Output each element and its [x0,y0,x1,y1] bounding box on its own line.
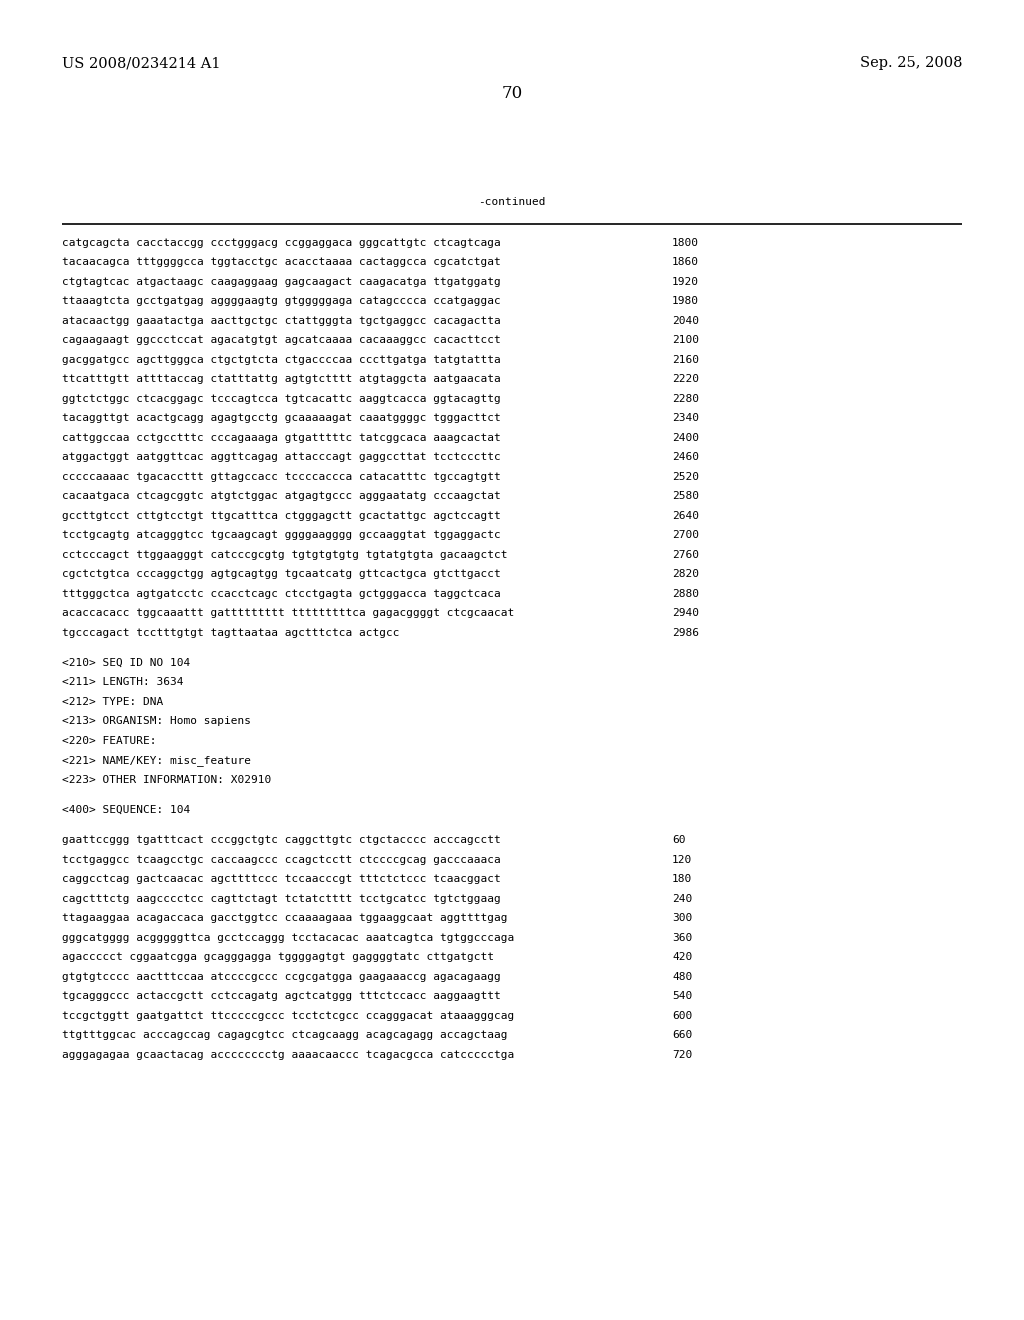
Text: gacggatgcc agcttgggca ctgctgtcta ctgaccccaa cccttgatga tatgtattta: gacggatgcc agcttgggca ctgctgtcta ctgaccc… [62,355,501,364]
Text: 2986: 2986 [672,627,699,638]
Text: 2520: 2520 [672,471,699,482]
Text: 1920: 1920 [672,277,699,286]
Text: 2040: 2040 [672,315,699,326]
Text: -continued: -continued [478,197,546,207]
Text: <213> ORGANISM: Homo sapiens: <213> ORGANISM: Homo sapiens [62,717,251,726]
Text: gggcatgggg acgggggttca gcctccaggg tcctacacac aaatcagtca tgtggcccaga: gggcatgggg acgggggttca gcctccaggg tcctac… [62,933,514,942]
Text: 2880: 2880 [672,589,699,598]
Text: 240: 240 [672,894,692,904]
Text: cattggccaa cctgcctttc cccagaaaga gtgatttttc tatcggcaca aaagcactat: cattggccaa cctgcctttc cccagaaaga gtgattt… [62,433,501,442]
Text: gccttgtcct cttgtcctgt ttgcatttca ctgggagctt gcactattgc agctccagtt: gccttgtcct cttgtcctgt ttgcatttca ctgggag… [62,511,501,520]
Text: 70: 70 [502,86,522,102]
Text: <220> FEATURE:: <220> FEATURE: [62,735,157,746]
Text: 2820: 2820 [672,569,699,579]
Text: tgcccagact tcctttgtgt tagttaataa agctttctca actgcc: tgcccagact tcctttgtgt tagttaataa agctttc… [62,627,399,638]
Text: 480: 480 [672,972,692,982]
Text: gtgtgtcccc aactttccaa atccccgccc ccgcgatgga gaagaaaccg agacagaagg: gtgtgtcccc aactttccaa atccccgccc ccgcgat… [62,972,501,982]
Text: 600: 600 [672,1011,692,1020]
Text: 300: 300 [672,913,692,923]
Text: tacaacagca tttggggcca tggtacctgc acacctaaaa cactaggcca cgcatctgat: tacaacagca tttggggcca tggtacctgc acaccta… [62,257,501,267]
Text: catgcagcta cacctaccgg ccctgggacg ccggaggaca gggcattgtc ctcagtcaga: catgcagcta cacctaccgg ccctgggacg ccggagg… [62,238,501,248]
Text: 660: 660 [672,1031,692,1040]
Text: US 2008/0234214 A1: US 2008/0234214 A1 [62,57,220,70]
Text: <211> LENGTH: 3634: <211> LENGTH: 3634 [62,677,183,688]
Text: Sep. 25, 2008: Sep. 25, 2008 [859,57,962,70]
Text: 360: 360 [672,933,692,942]
Text: cgctctgtca cccaggctgg agtgcagtgg tgcaatcatg gttcactgca gtcttgacct: cgctctgtca cccaggctgg agtgcagtgg tgcaatc… [62,569,501,579]
Text: ggtctctggc ctcacggagc tcccagtcca tgtcacattc aaggtcacca ggtacagttg: ggtctctggc ctcacggagc tcccagtcca tgtcaca… [62,393,501,404]
Text: 2160: 2160 [672,355,699,364]
Text: tacaggttgt acactgcagg agagtgcctg gcaaaaagat caaatggggc tgggacttct: tacaggttgt acactgcagg agagtgcctg gcaaaaa… [62,413,501,424]
Text: caggcctcag gactcaacac agcttttccc tccaacccgt tttctctccc tcaacggact: caggcctcag gactcaacac agcttttccc tccaacc… [62,874,501,884]
Text: 2340: 2340 [672,413,699,424]
Text: 2580: 2580 [672,491,699,502]
Text: atacaactgg gaaatactga aacttgctgc ctattgggta tgctgaggcc cacagactta: atacaactgg gaaatactga aacttgctgc ctattgg… [62,315,501,326]
Text: <221> NAME/KEY: misc_feature: <221> NAME/KEY: misc_feature [62,755,251,766]
Text: ctgtagtcac atgactaagc caagaggaag gagcaagact caagacatga ttgatggatg: ctgtagtcac atgactaagc caagaggaag gagcaag… [62,277,501,286]
Text: ttcatttgtt attttaccag ctatttattg agtgtctttt atgtaggcta aatgaacata: ttcatttgtt attttaccag ctatttattg agtgtct… [62,374,501,384]
Text: gaattccggg tgatttcact cccggctgtc caggcttgtc ctgctacccc acccagcctt: gaattccggg tgatttcact cccggctgtc caggctt… [62,836,501,845]
Text: 180: 180 [672,874,692,884]
Text: 60: 60 [672,836,685,845]
Text: cagaagaagt ggccctccat agacatgtgt agcatcaaaa cacaaaggcc cacacttcct: cagaagaagt ggccctccat agacatgtgt agcatca… [62,335,501,345]
Text: 2700: 2700 [672,531,699,540]
Text: atggactggt aatggttcac aggttcagag attacccagt gaggccttat tcctcccttc: atggactggt aatggttcac aggttcagag attaccc… [62,453,501,462]
Text: 420: 420 [672,952,692,962]
Text: 1980: 1980 [672,296,699,306]
Text: ttgtttggcac acccagccag cagagcgtcc ctcagcaagg acagcagagg accagctaag: ttgtttggcac acccagccag cagagcgtcc ctcagc… [62,1031,508,1040]
Text: tcctgaggcc tcaagcctgc caccaagccc ccagctcctt ctccccgcag gacccaaaca: tcctgaggcc tcaagcctgc caccaagccc ccagctc… [62,855,501,865]
Text: 1800: 1800 [672,238,699,248]
Text: 2220: 2220 [672,374,699,384]
Text: 120: 120 [672,855,692,865]
Text: tgcagggccc actaccgctt cctccagatg agctcatggg tttctccacc aaggaagttt: tgcagggccc actaccgctt cctccagatg agctcat… [62,991,501,1002]
Text: ttagaaggaa acagaccaca gacctggtcc ccaaaagaaa tggaaggcaat aggttttgag: ttagaaggaa acagaccaca gacctggtcc ccaaaag… [62,913,508,923]
Text: 2460: 2460 [672,453,699,462]
Text: 540: 540 [672,991,692,1002]
Text: agggagagaa gcaactacag acccccccctg aaaacaaccc tcagacgcca catccccctga: agggagagaa gcaactacag acccccccctg aaaaca… [62,1049,514,1060]
Text: 2940: 2940 [672,609,699,618]
Text: agaccccct cggaatcgga gcagggagga tggggagtgt gaggggtatc cttgatgctt: agaccccct cggaatcgga gcagggagga tggggagt… [62,952,494,962]
Text: 1860: 1860 [672,257,699,267]
Text: <210> SEQ ID NO 104: <210> SEQ ID NO 104 [62,657,190,668]
Text: acaccacacc tggcaaattt gattttttttt tttttttttca gagacggggt ctcgcaacat: acaccacacc tggcaaattt gattttttttt tttttt… [62,609,514,618]
Text: cagctttctg aagcccctcc cagttctagt tctatctttt tcctgcatcc tgtctggaag: cagctttctg aagcccctcc cagttctagt tctatct… [62,894,501,904]
Text: 720: 720 [672,1049,692,1060]
Text: 2100: 2100 [672,335,699,345]
Text: 2640: 2640 [672,511,699,520]
Text: tccgctggtt gaatgattct ttcccccgccc tcctctcgcc ccagggacat ataaagggcag: tccgctggtt gaatgattct ttcccccgccc tcctct… [62,1011,514,1020]
Text: <223> OTHER INFORMATION: X02910: <223> OTHER INFORMATION: X02910 [62,775,271,785]
Text: cctcccagct ttggaagggt catcccgcgtg tgtgtgtgtg tgtatgtgta gacaagctct: cctcccagct ttggaagggt catcccgcgtg tgtgtg… [62,549,508,560]
Text: cccccaaaac tgacaccttt gttagccacc tccccaccca catacatttc tgccagtgtt: cccccaaaac tgacaccttt gttagccacc tccccac… [62,471,501,482]
Text: <400> SEQUENCE: 104: <400> SEQUENCE: 104 [62,805,190,814]
Text: 2400: 2400 [672,433,699,442]
Text: tttgggctca agtgatcctc ccacctcagc ctcctgagta gctgggacca taggctcaca: tttgggctca agtgatcctc ccacctcagc ctcctga… [62,589,501,598]
Text: 2760: 2760 [672,549,699,560]
Text: <212> TYPE: DNA: <212> TYPE: DNA [62,697,163,706]
Text: ttaaagtcta gcctgatgag aggggaagtg gtgggggaga catagcccca ccatgaggac: ttaaagtcta gcctgatgag aggggaagtg gtggggg… [62,296,501,306]
Text: tcctgcagtg atcagggtcc tgcaagcagt ggggaagggg gccaaggtat tggaggactc: tcctgcagtg atcagggtcc tgcaagcagt ggggaag… [62,531,501,540]
Text: 2280: 2280 [672,393,699,404]
Text: cacaatgaca ctcagcggtc atgtctggac atgagtgccc agggaatatg cccaagctat: cacaatgaca ctcagcggtc atgtctggac atgagtg… [62,491,501,502]
